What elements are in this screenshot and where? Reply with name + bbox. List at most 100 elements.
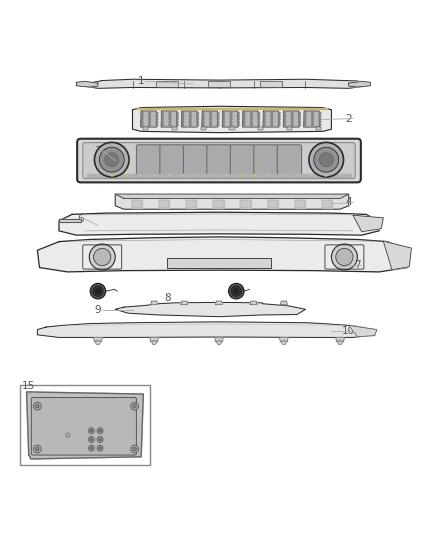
Bar: [156, 82, 178, 87]
Text: 1: 1: [138, 76, 145, 86]
Circle shape: [176, 115, 179, 117]
Circle shape: [139, 174, 142, 177]
Circle shape: [169, 120, 171, 123]
Circle shape: [243, 120, 245, 123]
FancyBboxPatch shape: [136, 145, 161, 176]
Circle shape: [133, 405, 136, 408]
Polygon shape: [268, 200, 278, 208]
Circle shape: [311, 120, 314, 123]
Circle shape: [176, 112, 179, 115]
Circle shape: [35, 405, 39, 408]
Circle shape: [217, 120, 219, 123]
Polygon shape: [161, 111, 177, 127]
Text: 15: 15: [22, 381, 35, 391]
Bar: [260, 82, 282, 87]
Circle shape: [278, 112, 280, 115]
Circle shape: [263, 118, 265, 120]
Circle shape: [99, 447, 101, 449]
Circle shape: [217, 118, 219, 120]
Circle shape: [133, 447, 136, 451]
Polygon shape: [150, 337, 159, 342]
Circle shape: [310, 174, 313, 177]
Circle shape: [209, 120, 212, 123]
Circle shape: [225, 174, 227, 177]
Circle shape: [243, 112, 245, 115]
Text: 4: 4: [346, 198, 352, 207]
Polygon shape: [243, 111, 258, 127]
Circle shape: [182, 174, 185, 177]
Circle shape: [278, 124, 280, 126]
Circle shape: [90, 438, 93, 441]
Circle shape: [217, 341, 221, 345]
Circle shape: [231, 286, 241, 296]
Circle shape: [97, 437, 103, 442]
Polygon shape: [279, 337, 288, 342]
Circle shape: [270, 118, 273, 120]
Circle shape: [189, 115, 191, 117]
Circle shape: [304, 120, 306, 123]
Circle shape: [202, 118, 205, 120]
Circle shape: [111, 174, 113, 177]
Bar: [143, 127, 148, 131]
Circle shape: [141, 124, 143, 126]
Circle shape: [338, 341, 342, 345]
Polygon shape: [250, 301, 257, 304]
Polygon shape: [132, 200, 142, 208]
Circle shape: [282, 174, 284, 177]
Circle shape: [97, 445, 103, 451]
Circle shape: [169, 112, 171, 115]
Polygon shape: [76, 82, 98, 87]
Circle shape: [278, 115, 280, 117]
Circle shape: [291, 118, 293, 120]
Circle shape: [298, 112, 301, 115]
Text: 10: 10: [342, 326, 355, 336]
Circle shape: [258, 118, 260, 120]
Circle shape: [202, 115, 205, 117]
Circle shape: [283, 112, 286, 115]
Circle shape: [148, 120, 151, 123]
Circle shape: [90, 447, 93, 449]
Circle shape: [237, 112, 240, 115]
Polygon shape: [295, 200, 305, 208]
Polygon shape: [222, 111, 238, 127]
Circle shape: [283, 124, 286, 126]
Circle shape: [141, 115, 143, 117]
Circle shape: [283, 120, 286, 123]
Circle shape: [148, 115, 151, 117]
Circle shape: [319, 124, 321, 126]
Circle shape: [250, 115, 253, 117]
Text: 3: 3: [95, 146, 101, 156]
Circle shape: [93, 286, 103, 296]
FancyBboxPatch shape: [277, 145, 302, 176]
Circle shape: [66, 433, 70, 437]
Circle shape: [209, 112, 212, 115]
Circle shape: [270, 124, 273, 126]
Circle shape: [311, 124, 314, 126]
Circle shape: [291, 120, 293, 123]
Polygon shape: [181, 301, 188, 304]
Circle shape: [311, 115, 314, 117]
Circle shape: [237, 115, 240, 117]
Polygon shape: [336, 337, 344, 342]
Circle shape: [95, 142, 129, 177]
Circle shape: [125, 174, 128, 177]
Polygon shape: [181, 111, 197, 127]
Circle shape: [298, 120, 301, 123]
FancyBboxPatch shape: [77, 139, 361, 182]
Polygon shape: [141, 111, 156, 127]
Polygon shape: [322, 200, 332, 208]
Circle shape: [311, 112, 314, 115]
Circle shape: [217, 115, 219, 117]
Circle shape: [258, 115, 260, 117]
Circle shape: [209, 115, 212, 117]
Circle shape: [90, 284, 106, 299]
Circle shape: [243, 118, 245, 120]
Circle shape: [88, 428, 95, 434]
Circle shape: [270, 120, 273, 123]
Circle shape: [237, 118, 240, 120]
Circle shape: [197, 112, 199, 115]
Circle shape: [309, 142, 343, 177]
Bar: [208, 82, 230, 87]
Circle shape: [97, 428, 103, 434]
Circle shape: [154, 174, 156, 177]
